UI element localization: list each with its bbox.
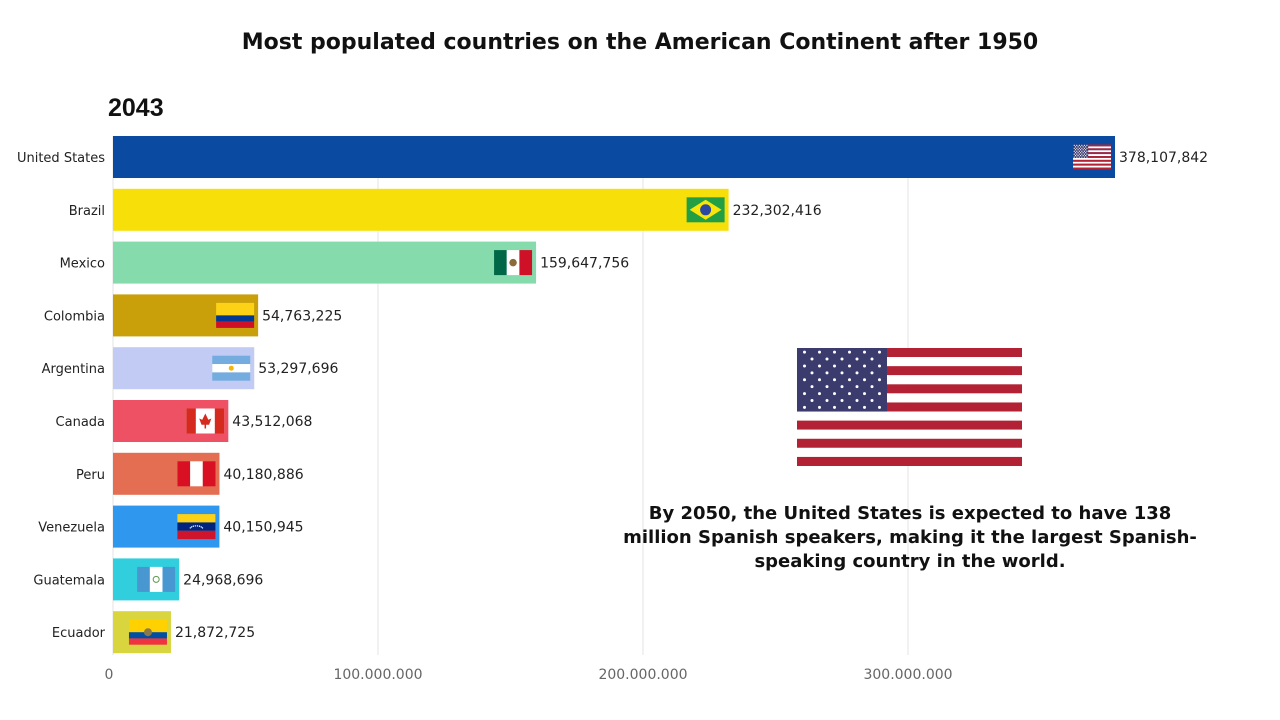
category-label: Peru [76,468,105,483]
value-label: 53,297,696 [258,361,338,377]
category-label: Brazil [69,204,105,219]
category-label: Canada [56,415,105,430]
bar-mexico [113,241,537,284]
chart-title: Most populated countries on the American… [241,30,1039,55]
value-label: 54,763,225 [262,308,342,324]
x-tick-label: 0 [105,667,114,683]
category-label: Argentina [42,362,105,377]
category-label: Guatemala [33,573,105,588]
value-label: 21,872,725 [175,625,255,641]
category-label: Ecuador [52,626,106,641]
value-label: 232,302,416 [733,203,822,219]
category-label: Venezuela [38,521,105,536]
x-tick-label: 200.000.000 [598,667,687,683]
flag-gt-icon [137,566,176,592]
value-label: 24,968,696 [183,572,263,588]
annotation-text: By 2050, the United States is expected t… [623,503,1197,572]
us-flag-large [797,348,1022,466]
flag-ec-icon [128,619,167,645]
value-label: 159,647,756 [540,256,629,272]
category-label: Colombia [44,309,105,324]
flag-br-icon [686,197,725,223]
x-tick-label: 300.000.000 [863,667,952,683]
value-label: 43,512,068 [232,414,312,430]
flag-pe-icon [177,461,216,487]
bar-united-states [113,136,1115,178]
flag-co-icon [216,302,255,328]
flag-ve-icon [177,514,216,540]
flag-us-icon [1073,144,1111,170]
flag-mx-icon [494,250,533,276]
category-label: Mexico [60,257,105,272]
x-tick-label: 100.000.000 [333,667,422,683]
value-label: 40,150,945 [223,520,303,536]
year-label: 2043 [108,94,164,122]
value-label: 40,180,886 [223,467,303,483]
flag-ca-icon [186,408,225,434]
category-label: United States [17,151,105,166]
bar-brazil [113,188,729,231]
flag-ar-icon [212,355,251,381]
value-label: 378,107,842 [1119,150,1208,166]
